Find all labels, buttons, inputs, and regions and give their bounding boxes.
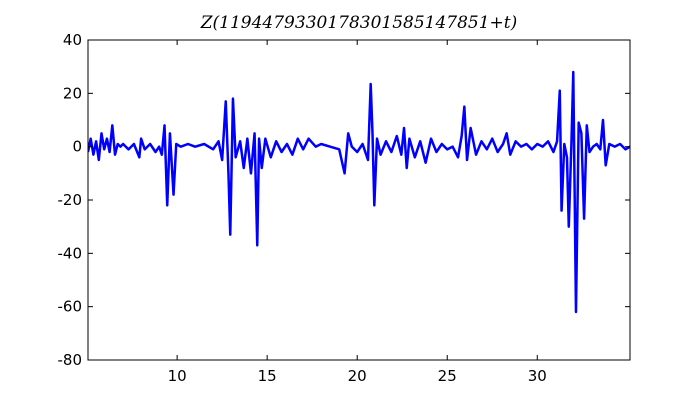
x-tick-label: 20 (348, 367, 367, 385)
y-tick-label: 40 (63, 31, 82, 49)
x-tick-label: 10 (168, 367, 187, 385)
y-tick-label: -40 (58, 244, 83, 262)
x-tick-label: 25 (438, 367, 457, 385)
y-tick-label: 20 (63, 84, 82, 102)
y-tick-label: -80 (58, 351, 83, 369)
y-tick-label: -20 (58, 191, 83, 209)
y-tick-label: -60 (58, 298, 83, 316)
x-tick-label: 15 (258, 367, 277, 385)
data-line (88, 70, 630, 314)
y-tick-label: 0 (72, 138, 82, 156)
chart-title: Z(1194479330178301585147851+t) (200, 13, 518, 33)
x-tick-label: 30 (528, 367, 547, 385)
